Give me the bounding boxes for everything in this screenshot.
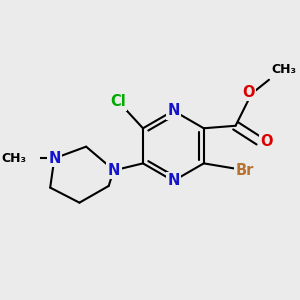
Text: Br: Br	[236, 163, 254, 178]
Text: O: O	[242, 85, 254, 100]
Text: N: N	[167, 173, 180, 188]
Text: N: N	[107, 163, 120, 178]
Text: N: N	[167, 103, 180, 118]
Text: CH₃: CH₃	[272, 63, 296, 76]
Text: N: N	[48, 151, 61, 166]
Text: Cl: Cl	[110, 94, 126, 109]
Text: O: O	[260, 134, 273, 149]
Text: CH₃: CH₃	[1, 152, 26, 165]
